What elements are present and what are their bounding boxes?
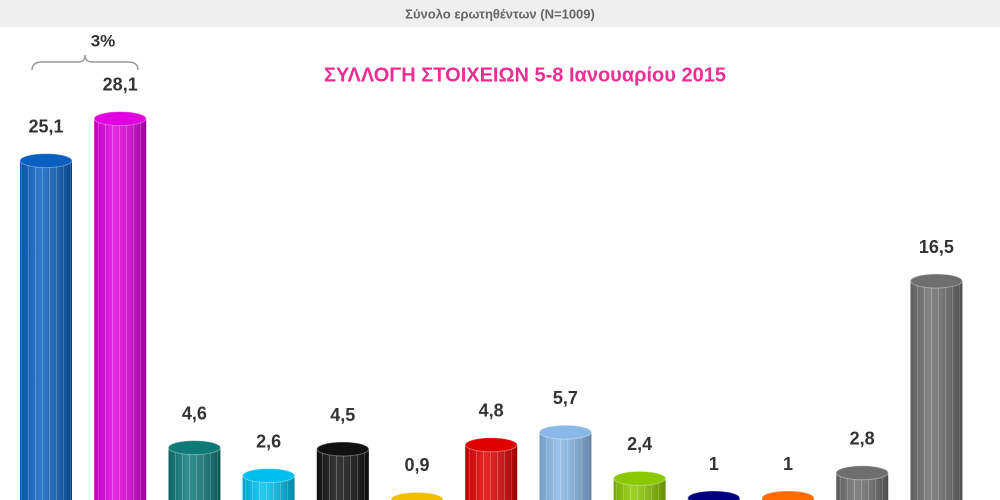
chart-title: ΣΥΛΛΟΓΗ ΣΤΟΙΧΕΙΩΝ 5-8 Ιανουαρίου 2015 [324, 64, 726, 86]
bar-shade [20, 160, 72, 500]
value-label: 28,1 [103, 74, 138, 94]
value-label: 4,5 [330, 405, 355, 425]
annotation: 3% [91, 31, 116, 50]
bar-cap [390, 491, 444, 500]
bar-shade [539, 432, 592, 500]
bar-cap [167, 440, 221, 456]
bracket [31, 54, 139, 71]
value-label: 4,6 [182, 403, 207, 423]
chart-subtitle: Σύνολο ερωτηθέντων (N=1009) [405, 6, 595, 21]
bar-shade [465, 444, 518, 500]
value-label: 0,9 [404, 455, 429, 475]
bar-cap [464, 437, 518, 453]
bar-shade [168, 447, 221, 500]
bar-cap [613, 470, 667, 486]
bar-cap [316, 441, 370, 457]
value-label: 2,8 [850, 429, 875, 449]
bar-shade [910, 281, 963, 500]
value-label: 5,7 [553, 388, 578, 408]
bar-cap [242, 468, 296, 484]
bar-shade [94, 118, 147, 500]
value-label: 2,6 [256, 431, 281, 451]
bar-cap [93, 111, 147, 127]
bar-shade [316, 449, 369, 500]
bar-cap [761, 490, 815, 500]
value-label: 1 [783, 454, 793, 474]
value-label: 1 [709, 454, 719, 474]
value-label: 25,1 [28, 116, 63, 136]
bar-cap [687, 490, 741, 500]
value-label: 16,5 [919, 237, 954, 257]
value-label: 2,4 [627, 434, 652, 454]
header-band [0, 0, 1000, 27]
bar-cap [835, 465, 889, 481]
bar-cap [909, 273, 963, 289]
bar-cap [19, 153, 73, 169]
value-label: 4,8 [479, 401, 504, 421]
bar-cap [538, 424, 592, 440]
